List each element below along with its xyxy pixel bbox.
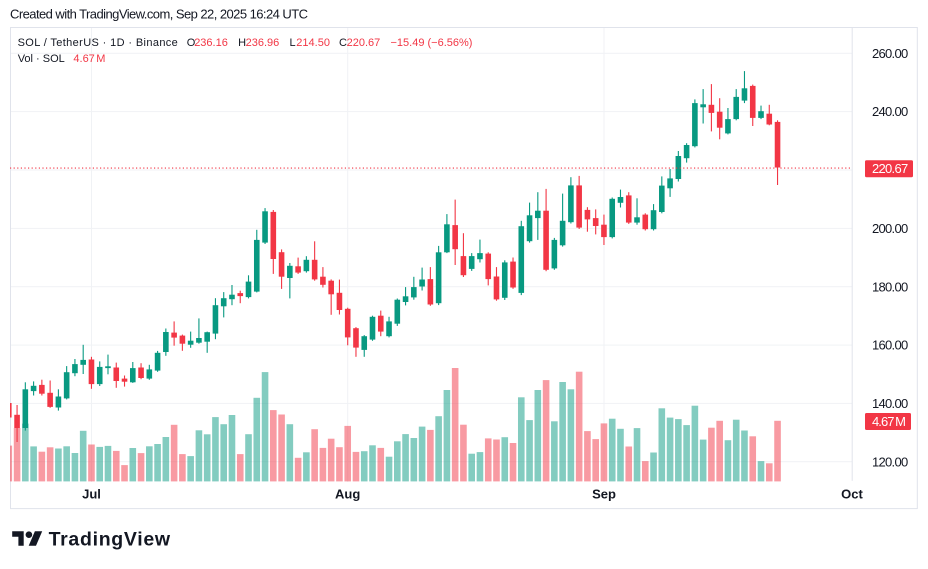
svg-text:4.67 M: 4.67 M <box>872 414 906 429</box>
svg-text:236.16: 236.16 <box>194 37 228 49</box>
svg-text:160.00: 160.00 <box>872 338 908 353</box>
svg-text:260.00: 260.00 <box>872 46 908 61</box>
svg-text:180.00: 180.00 <box>872 279 908 294</box>
svg-text:Created with TradingView.com,: Created with TradingView.com, Sep 22, 20… <box>10 7 308 22</box>
svg-text:Aug: Aug <box>335 487 360 502</box>
svg-text:H: H <box>238 37 246 49</box>
svg-text:Vol · SOL: Vol · SOL <box>18 53 65 65</box>
svg-text:O: O <box>187 37 196 49</box>
svg-text:C: C <box>339 37 347 49</box>
svg-text:−15.49 (−6.56%): −15.49 (−6.56%) <box>391 37 473 49</box>
svg-text:Jul: Jul <box>82 487 101 502</box>
svg-text:236.96: 236.96 <box>246 37 280 49</box>
svg-text:140.00: 140.00 <box>872 396 908 411</box>
svg-text:4.67: 4.67 <box>73 53 94 65</box>
svg-text:220.67: 220.67 <box>872 161 908 176</box>
svg-text:240.00: 240.00 <box>872 104 908 119</box>
svg-text:220.67: 220.67 <box>347 37 381 49</box>
svg-text:200.00: 200.00 <box>872 221 908 236</box>
svg-text:SOL / TetherUS · 1D · Binance: SOL / TetherUS · 1D · Binance <box>18 37 178 49</box>
svg-text:Sep: Sep <box>592 487 616 502</box>
svg-text:L: L <box>290 37 296 49</box>
svg-text:Oct: Oct <box>841 487 863 502</box>
svg-text:120.00: 120.00 <box>872 454 908 469</box>
svg-text:M: M <box>96 53 105 65</box>
svg-text:TradingView: TradingView <box>49 529 171 551</box>
svg-text:214.50: 214.50 <box>296 37 330 49</box>
